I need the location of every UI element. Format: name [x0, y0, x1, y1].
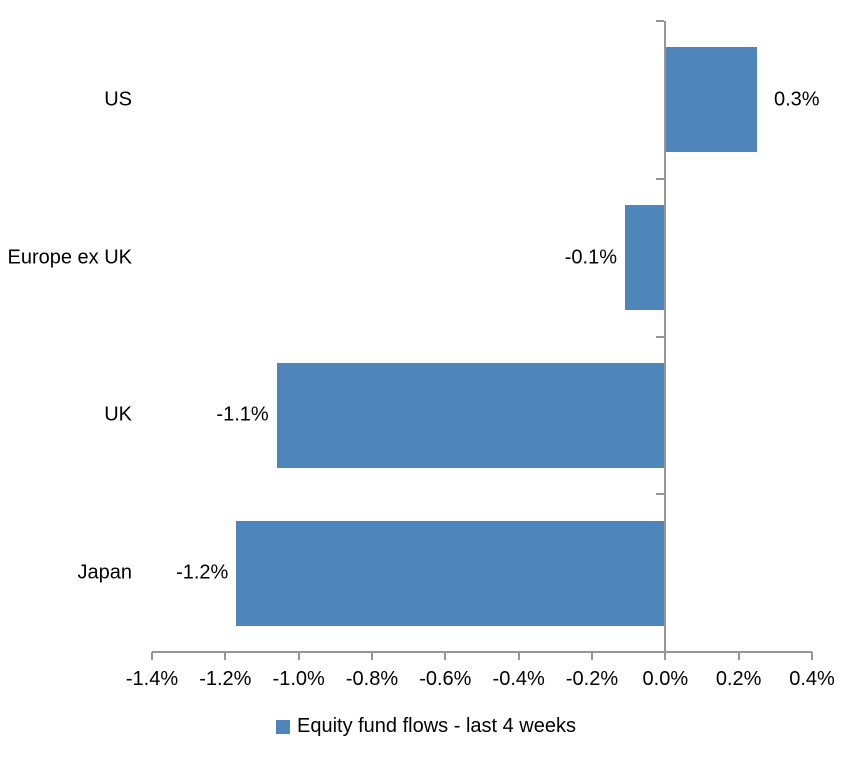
value-axis-tick	[737, 652, 740, 660]
x-tick-label-2: -1.0%	[272, 668, 325, 690]
bar-us	[665, 47, 757, 153]
value-axis-tick	[297, 652, 300, 660]
x-tick-label-9: 0.4%	[789, 668, 835, 690]
category-axis-tick	[656, 335, 665, 338]
value-axis-tick	[151, 652, 153, 660]
bar-europe-ex-uk	[625, 205, 666, 311]
data-label-japan: -1.2%	[176, 561, 229, 584]
category-label-us: US	[104, 88, 132, 111]
x-tick-label-6: -0.2%	[565, 668, 619, 690]
value-axis-tick	[444, 652, 447, 660]
category-label-europe-ex-uk: Europe ex UK	[7, 246, 132, 269]
value-axis-tick	[664, 652, 667, 660]
x-tick-label-8: 0.2%	[715, 668, 762, 690]
category-label-uk: UK	[104, 403, 132, 426]
x-tick-label-5: -0.4%	[492, 668, 545, 690]
value-axis-tick	[371, 652, 373, 660]
x-tick-label-4: -0.6%	[419, 668, 472, 690]
value-axis-tick	[224, 652, 227, 660]
bar-uk	[276, 362, 666, 468]
legend-label: Equity fund flows - last 4 weeks	[296, 715, 576, 737]
value-axis-tick	[811, 652, 813, 660]
x-tick-label-7: 0.0%	[642, 668, 689, 690]
category-axis-tick	[656, 493, 665, 496]
category-label-japan: Japan	[77, 561, 133, 584]
category-axis-tick	[656, 20, 665, 22]
category-axis-line	[664, 21, 667, 652]
category-axis-tick	[656, 177, 665, 180]
value-axis-line	[152, 651, 812, 653]
data-label-uk: -1.1%	[216, 403, 269, 426]
bar-japan	[236, 520, 666, 626]
data-label-europe-ex-uk: -0.1%	[564, 246, 617, 269]
value-axis-tick	[591, 652, 593, 660]
legend-color-swatch	[275, 719, 290, 734]
legend: Equity fund flows - last 4 weeks	[0, 715, 852, 738]
x-tick-label-1: -1.2%	[199, 668, 252, 690]
x-tick-label-0: -1.4%	[125, 668, 179, 690]
x-tick-label-3: -0.8%	[345, 668, 399, 690]
data-label-us: 0.3%	[774, 88, 820, 111]
value-axis-tick	[517, 652, 520, 660]
